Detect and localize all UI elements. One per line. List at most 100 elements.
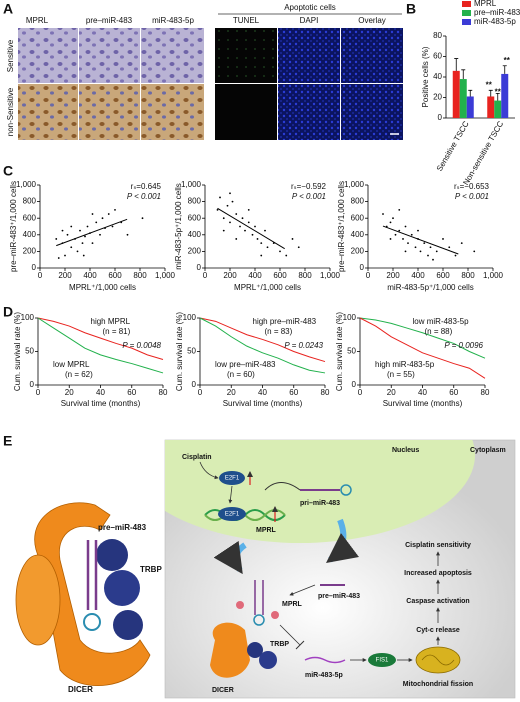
x-tick-label: 200 <box>58 271 72 280</box>
column-label: miR-483-5p <box>152 16 194 25</box>
x-tick-label: 0 <box>203 271 208 280</box>
y-tick-label: 400 <box>351 230 365 239</box>
p-value: P = 0.0243 <box>284 341 323 350</box>
point <box>448 246 451 249</box>
trbp-domain <box>259 651 277 669</box>
y-axis-label: Cum. survival rate (%) <box>335 312 344 391</box>
label: DICER <box>68 685 93 694</box>
micrograph <box>215 84 277 140</box>
point <box>279 250 281 253</box>
micrograph <box>141 84 204 140</box>
panel-label: D <box>3 304 13 320</box>
x-tick-label: 0 <box>38 271 43 280</box>
series-label: low miR-483-5p <box>413 317 470 326</box>
dicer-shape <box>34 502 151 687</box>
label: Increased apoptosis <box>404 570 472 577</box>
rna-loop <box>253 614 265 626</box>
panel-label: A <box>3 1 13 17</box>
x-tick-label: 20 <box>65 388 74 397</box>
significance: ** <box>495 88 502 97</box>
x-tick-label: Sensitive TSCC <box>435 119 471 172</box>
micrograph <box>79 84 140 140</box>
point <box>260 254 263 257</box>
column-label: Overlay <box>358 16 386 25</box>
point <box>219 196 221 199</box>
label: pre–miR-483 <box>98 523 147 532</box>
y-tick-label: 60 <box>433 52 442 61</box>
row-label: non-Sensitive <box>6 87 15 136</box>
x-axis-label: Survival time (months) <box>61 399 141 408</box>
x-axis-label: Survival time (months) <box>383 399 463 408</box>
y-tick-label: 600 <box>188 213 202 222</box>
trend-line <box>56 218 128 247</box>
point <box>226 204 229 207</box>
point <box>216 209 219 211</box>
point <box>229 221 231 224</box>
panel-label: C <box>3 163 13 179</box>
point <box>231 200 234 203</box>
y-tick-label: 200 <box>351 247 365 256</box>
dicer-shape <box>15 554 61 646</box>
y-tick-label: 0 <box>438 113 443 122</box>
series-count: (n = 62) <box>65 370 93 379</box>
point <box>57 257 60 259</box>
trbp-domain <box>113 610 143 640</box>
y-tick-label: 600 <box>351 213 365 222</box>
label: Cisplatin <box>182 454 212 461</box>
y-tick-label: 400 <box>188 230 202 239</box>
series-count: (n = 55) <box>387 370 415 379</box>
y-tick-label: 0 <box>30 380 35 389</box>
statistic: rₛ=0.645 <box>131 182 162 191</box>
p-value: P = 0.0048 <box>122 341 161 350</box>
point <box>392 217 394 220</box>
point <box>141 217 144 220</box>
y-tick-label: 50 <box>25 347 34 356</box>
y-tick-label: 50 <box>187 347 196 356</box>
panel-label: B <box>406 1 416 17</box>
y-tick-label: 800 <box>23 197 37 206</box>
series-label: high pre–miR-483 <box>253 317 317 326</box>
point <box>285 254 288 257</box>
panel-label: E <box>3 433 12 449</box>
x-tick-label: 200 <box>223 271 237 280</box>
label: pre–miR-483 <box>318 593 360 600</box>
point <box>64 254 66 257</box>
x-tick-label: 80 <box>481 388 490 397</box>
protein <box>219 471 245 485</box>
y-tick-label: 200 <box>23 247 37 256</box>
series-label: low MPRL <box>53 360 90 369</box>
x-tick-label: 600 <box>108 271 122 280</box>
x-tick-label: 1,000 <box>483 271 504 280</box>
rna <box>264 482 301 491</box>
point <box>55 238 58 240</box>
survival-curve <box>199 317 326 374</box>
label: Cyt-c release <box>416 627 460 634</box>
legend-swatch <box>462 19 471 25</box>
bar <box>466 96 474 118</box>
x-tick-label: 80 <box>159 388 168 397</box>
micrograph <box>278 28 340 83</box>
y-tick-label: 20 <box>433 93 442 102</box>
mirna <box>304 656 346 664</box>
series-count: (n = 60) <box>227 370 255 379</box>
x-tick-label: 600 <box>273 271 287 280</box>
x-axis-label: MPRL⁺/1,000 cells <box>69 283 136 292</box>
column-label: DAPI <box>300 16 319 25</box>
point <box>126 233 129 236</box>
arrow <box>228 485 233 504</box>
label: E2F1 <box>225 512 240 518</box>
point <box>86 225 89 228</box>
trend-line <box>217 207 285 250</box>
statistic: rₛ=−0.653 <box>454 182 490 191</box>
label: DICER <box>212 687 234 694</box>
micrograph <box>141 28 204 83</box>
x-tick-label: 20 <box>227 388 236 397</box>
column-label: MPRL <box>26 16 49 25</box>
legend-label: miR-483-5p <box>474 17 516 26</box>
point <box>79 229 81 232</box>
transport-arrow <box>326 518 359 564</box>
point <box>84 235 86 238</box>
survival-curve <box>359 317 486 379</box>
